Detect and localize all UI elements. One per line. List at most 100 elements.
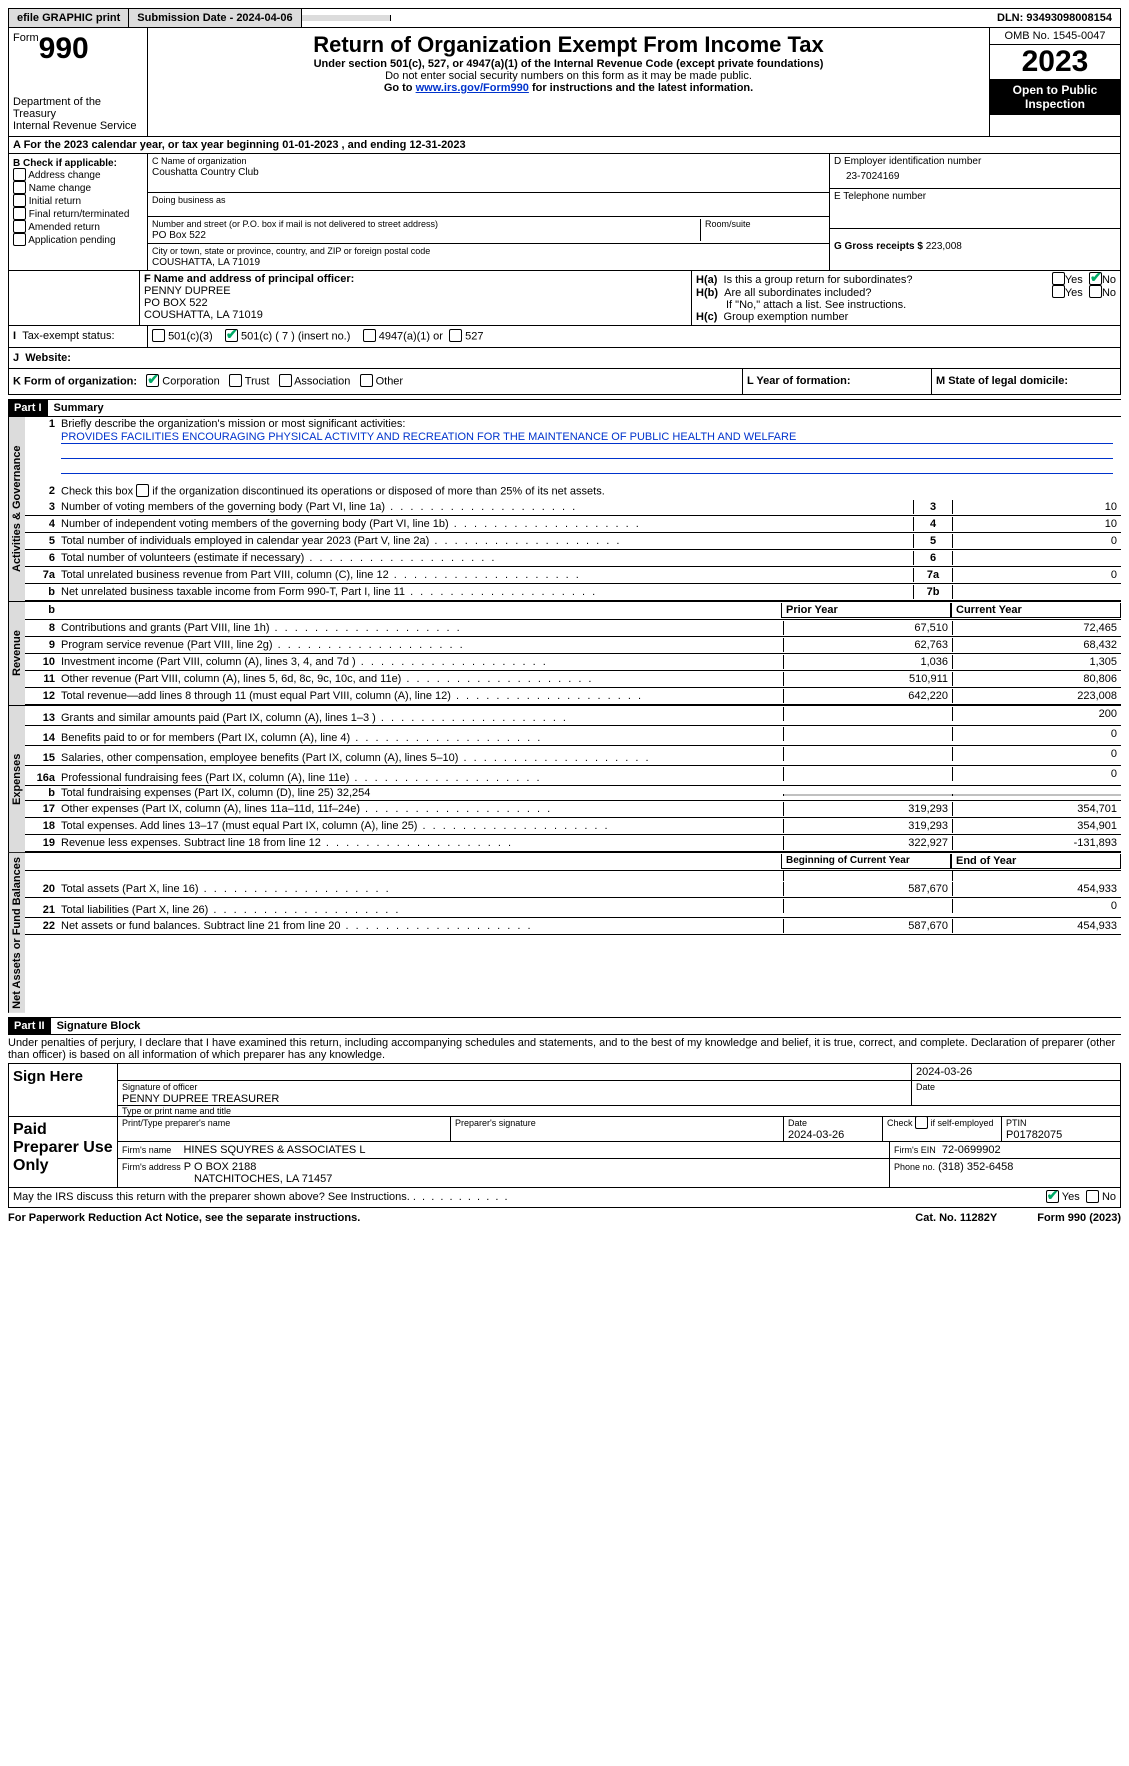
website-row: J Website: [8, 348, 1121, 369]
irs-link[interactable]: www.irs.gov/Form990 [416, 82, 529, 94]
sidelabel-revenue: Revenue [8, 602, 25, 705]
form-word: Form [13, 32, 39, 44]
gov-line-7a: 7aTotal unrelated business revenue from … [25, 567, 1121, 584]
checkbox-self-employed[interactable] [915, 1116, 928, 1129]
exp-line-b: bTotal fundraising expenses (Part IX, co… [25, 786, 1121, 801]
exp-line-15: 15Salaries, other compensation, employee… [25, 746, 1121, 766]
firm-phone: (318) 352-6458 [938, 1161, 1013, 1173]
irs-label: Internal Revenue Service [13, 120, 143, 132]
mission-text: PROVIDES FACILITIES ENCOURAGING PHYSICAL… [61, 431, 1113, 444]
signature-block: Sign Here 2024-03-26 Signature of office… [8, 1063, 1121, 1188]
checkbox-discuss-no[interactable] [1086, 1190, 1099, 1203]
omb-number: OMB No. 1545-0047 [990, 28, 1120, 45]
checkbox-discontinued[interactable] [136, 484, 149, 497]
subtitle-1: Under section 501(c), 527, or 4947(a)(1)… [152, 58, 985, 70]
checkbox-association[interactable] [279, 374, 292, 387]
checkbox-corporation[interactable] [146, 374, 159, 387]
block-c: C Name of organizationCoushatta Country … [148, 154, 829, 270]
checkbox-discuss-yes[interactable] [1046, 1190, 1059, 1203]
checkbox-527[interactable] [449, 329, 462, 342]
checkbox-hb-yes[interactable] [1052, 285, 1065, 298]
subtitle-3b: for instructions and the latest informat… [529, 82, 753, 94]
rev-line-9: 9Program service revenue (Part VIII, lin… [25, 637, 1121, 654]
form-number: 990 [39, 32, 89, 65]
section-revenue: Revenue b Prior YearCurrent Year 8Contri… [8, 602, 1121, 706]
checkbox-address-change[interactable] [13, 168, 26, 181]
net-line-22: 22Net assets or fund balances. Subtract … [25, 918, 1121, 935]
exp-line-13: 13Grants and similar amounts paid (Part … [25, 706, 1121, 726]
tax-period: A For the 2023 calendar year, or tax yea… [8, 137, 1121, 154]
org-city: COUSHATTA, LA 71019 [152, 257, 260, 268]
rev-line-12: 12Total revenue—add lines 8 through 11 (… [25, 688, 1121, 705]
sign-here-label: Sign Here [9, 1064, 118, 1116]
block-d: D Employer identification number23-70241… [829, 154, 1120, 270]
checkbox-hb-no[interactable] [1089, 285, 1102, 298]
officer-group-block: F Name and address of principal officer:… [8, 271, 1121, 326]
checkbox-ha-yes[interactable] [1052, 272, 1065, 285]
rev-line-10: 10Investment income (Part VIII, column (… [25, 654, 1121, 671]
preparer-date: 2024-03-26 [788, 1129, 844, 1141]
open-inspection: Open to Public Inspection [990, 79, 1120, 115]
org-name: Coushatta Country Club [152, 167, 259, 178]
section-governance: Activities & Governance 1Briefly describ… [8, 417, 1121, 602]
entity-info-block: B Check if applicable: Address change Na… [8, 154, 1121, 271]
checkbox-name-change[interactable] [13, 181, 26, 194]
checkbox-4947a1[interactable] [363, 329, 376, 342]
checkbox-final-return[interactable] [13, 207, 26, 220]
section-netassets: Net Assets or Fund Balances Beginning of… [8, 853, 1121, 1013]
ptin: P01782075 [1006, 1129, 1062, 1141]
dept-treasury: Department of the Treasury [13, 96, 143, 120]
officer-name: PENNY DUPREE [144, 285, 231, 297]
part1-header: Part ISummary [8, 399, 1121, 417]
exp-line-18: 18Total expenses. Add lines 13–17 (must … [25, 818, 1121, 835]
gov-line-6: 6Total number of volunteers (estimate if… [25, 550, 1121, 567]
sign-date: 2024-03-26 [911, 1064, 1120, 1080]
sidelabel-governance: Activities & Governance [8, 417, 25, 601]
tax-exempt-row: I Tax-exempt status: 501(c)(3) 501(c) ( … [8, 326, 1121, 348]
form-header: Form990 Department of the Treasury Inter… [8, 28, 1121, 137]
checkbox-trust[interactable] [229, 374, 242, 387]
checkbox-ha-no[interactable] [1089, 272, 1102, 285]
block-b: B Check if applicable: Address change Na… [9, 154, 148, 270]
gov-line-3: 3Number of voting members of the governi… [25, 499, 1121, 516]
gov-line-4: 4Number of independent voting members of… [25, 516, 1121, 533]
checkbox-other[interactable] [360, 374, 373, 387]
exp-line-16a: 16aProfessional fundraising fees (Part I… [25, 766, 1121, 786]
sidelabel-expenses: Expenses [8, 706, 25, 852]
checkbox-amended-return[interactable] [13, 220, 26, 233]
submission-date: Submission Date - 2024-04-06 [129, 9, 301, 27]
rev-line-11: 11Other revenue (Part VIII, column (A), … [25, 671, 1121, 688]
footer: For Paperwork Reduction Act Notice, see … [8, 1212, 1121, 1224]
paid-preparer-label: Paid Preparer Use Only [9, 1117, 118, 1187]
exp-line-19: 19Revenue less expenses. Subtract line 1… [25, 835, 1121, 852]
checkbox-application-pending[interactable] [13, 233, 26, 246]
firm-ein: 72-0699902 [942, 1144, 1001, 1156]
checkbox-501c[interactable] [225, 329, 238, 342]
section-expenses: Expenses 13Grants and similar amounts pa… [8, 706, 1121, 853]
firm-address-1: P O BOX 2188 [184, 1161, 257, 1173]
discuss-row: May the IRS discuss this return with the… [8, 1188, 1121, 1208]
dln: DLN: 93493098008154 [989, 9, 1120, 27]
tax-year: 2023 [990, 45, 1120, 79]
block-f: F Name and address of principal officer:… [140, 271, 691, 325]
exp-line-14: 14Benefits paid to or for members (Part … [25, 726, 1121, 746]
checkbox-501c3[interactable] [152, 329, 165, 342]
top-bar: efile GRAPHIC print Submission Date - 20… [8, 8, 1121, 28]
form-org-row: K Form of organization: Corporation Trus… [8, 369, 1121, 395]
subtitle-3a: Go to [384, 82, 416, 94]
net-line-20: 20Total assets (Part X, line 16)587,6704… [25, 881, 1121, 898]
checkbox-initial-return[interactable] [13, 194, 26, 207]
gross-receipts: 223,008 [926, 241, 962, 252]
rev-line-8: 8Contributions and grants (Part VIII, li… [25, 620, 1121, 637]
penalties-text: Under penalties of perjury, I declare th… [8, 1035, 1121, 1063]
exp-line-17: 17Other expenses (Part IX, column (A), l… [25, 801, 1121, 818]
org-address: PO Box 522 [152, 230, 206, 241]
subtitle-2: Do not enter social security numbers on … [152, 70, 985, 82]
officer-signature: PENNY DUPREE TREASURER [122, 1093, 279, 1105]
net-line-21: 21Total liabilities (Part X, line 26)0 [25, 898, 1121, 918]
efile-print-button[interactable]: efile GRAPHIC print [9, 9, 129, 27]
gov-line-5: 5Total number of individuals employed in… [25, 533, 1121, 550]
form-title: Return of Organization Exempt From Incom… [152, 32, 985, 58]
part2-header: Part IISignature Block [8, 1017, 1121, 1035]
ein-value: 23-7024169 [834, 167, 1116, 186]
